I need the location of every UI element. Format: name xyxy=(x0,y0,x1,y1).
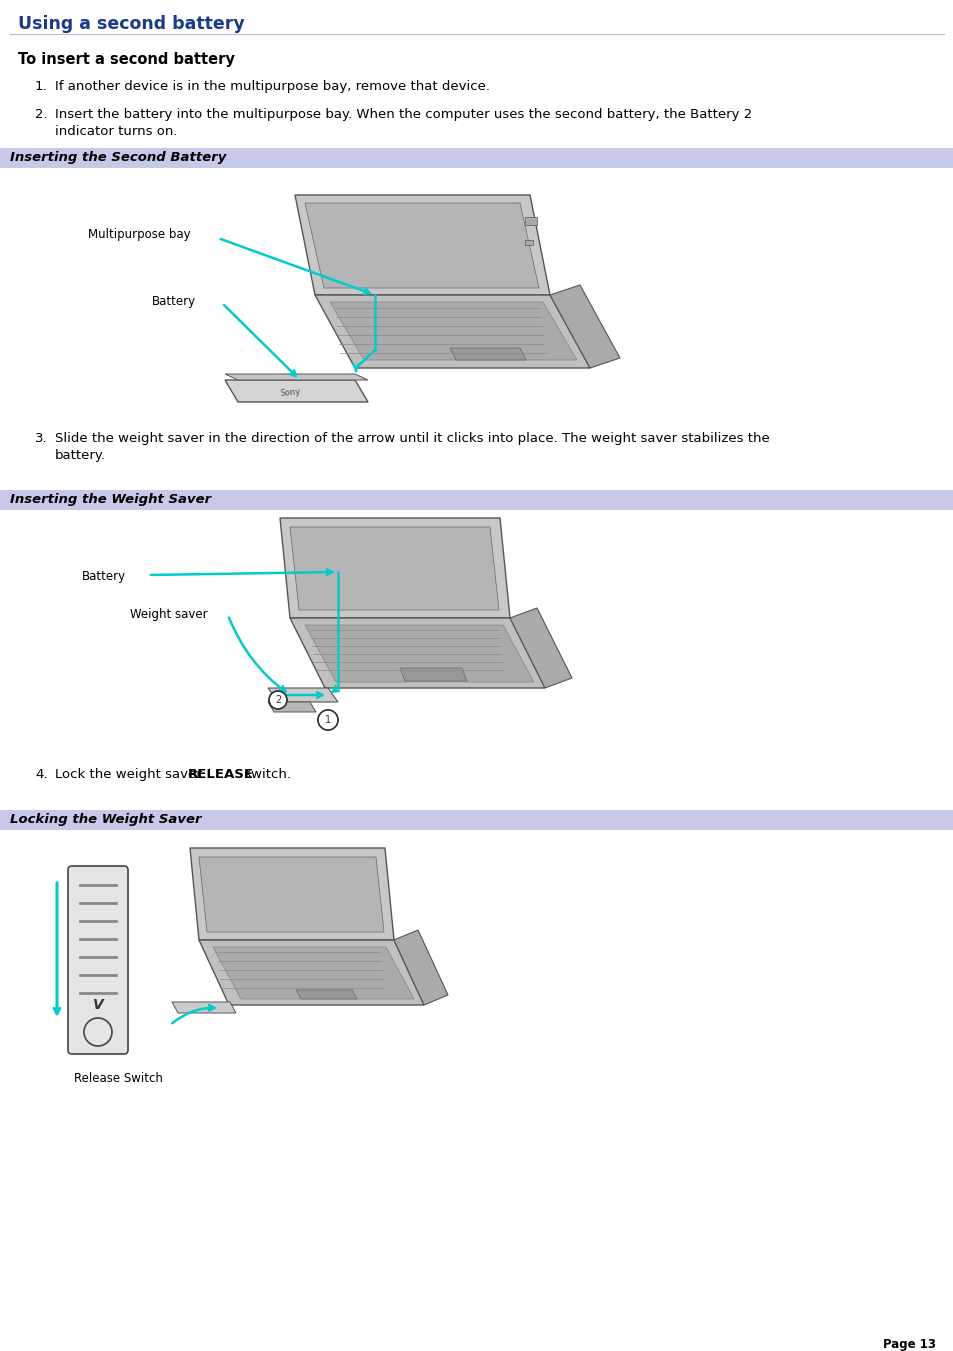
Text: Multipurpose bay: Multipurpose bay xyxy=(88,228,191,240)
Polygon shape xyxy=(305,203,538,288)
Text: 1.: 1. xyxy=(35,80,48,93)
Text: Using a second battery: Using a second battery xyxy=(18,15,245,32)
Text: Battery: Battery xyxy=(82,570,126,584)
Polygon shape xyxy=(172,1002,235,1013)
Polygon shape xyxy=(199,857,384,932)
Polygon shape xyxy=(450,349,525,359)
Polygon shape xyxy=(294,195,550,295)
Text: switch.: switch. xyxy=(240,767,291,781)
Polygon shape xyxy=(399,667,467,681)
Text: RELEASE: RELEASE xyxy=(188,767,253,781)
Text: 2: 2 xyxy=(274,694,281,705)
Polygon shape xyxy=(394,929,448,1005)
Bar xyxy=(524,218,537,226)
Polygon shape xyxy=(213,947,414,998)
Polygon shape xyxy=(330,303,577,359)
Polygon shape xyxy=(305,626,534,682)
Bar xyxy=(0,490,953,509)
Bar xyxy=(524,240,533,245)
Text: 1: 1 xyxy=(325,715,331,725)
Polygon shape xyxy=(290,617,544,688)
Text: indicator turns on.: indicator turns on. xyxy=(55,126,177,138)
Text: To insert a second battery: To insert a second battery xyxy=(18,51,234,68)
Polygon shape xyxy=(280,517,510,617)
Polygon shape xyxy=(268,703,315,712)
Text: 2.: 2. xyxy=(35,108,48,122)
Text: If another device is in the multipurpose bay, remove that device.: If another device is in the multipurpose… xyxy=(55,80,490,93)
Text: battery.: battery. xyxy=(55,449,106,462)
Text: Weight saver: Weight saver xyxy=(130,608,208,621)
Polygon shape xyxy=(314,295,589,367)
Circle shape xyxy=(269,690,287,709)
Circle shape xyxy=(317,711,337,730)
Text: Insert the battery into the multipurpose bay. When the computer uses the second : Insert the battery into the multipurpose… xyxy=(55,108,752,122)
Polygon shape xyxy=(225,374,368,380)
Polygon shape xyxy=(550,285,619,367)
Text: Battery: Battery xyxy=(152,295,196,308)
Text: Release Switch: Release Switch xyxy=(74,1071,163,1085)
Polygon shape xyxy=(225,380,368,403)
Polygon shape xyxy=(268,688,337,703)
Polygon shape xyxy=(295,990,356,998)
Text: Inserting the Second Battery: Inserting the Second Battery xyxy=(10,151,226,163)
Text: Page 13: Page 13 xyxy=(882,1337,935,1351)
Bar xyxy=(0,149,953,168)
Text: V: V xyxy=(92,998,103,1012)
Text: Slide the weight saver in the direction of the arrow until it clicks into place.: Slide the weight saver in the direction … xyxy=(55,432,769,444)
Polygon shape xyxy=(510,608,572,688)
Polygon shape xyxy=(199,940,423,1005)
Text: Inserting the Weight Saver: Inserting the Weight Saver xyxy=(10,493,211,507)
Polygon shape xyxy=(190,848,394,940)
FancyBboxPatch shape xyxy=(68,866,128,1054)
Text: Sony: Sony xyxy=(279,388,300,399)
Circle shape xyxy=(84,1019,112,1046)
Polygon shape xyxy=(290,527,498,611)
Bar xyxy=(0,811,953,830)
Text: 3.: 3. xyxy=(35,432,48,444)
Text: Locking the Weight Saver: Locking the Weight Saver xyxy=(10,813,201,825)
Text: Lock the weight saver: Lock the weight saver xyxy=(55,767,206,781)
Text: 4.: 4. xyxy=(35,767,48,781)
